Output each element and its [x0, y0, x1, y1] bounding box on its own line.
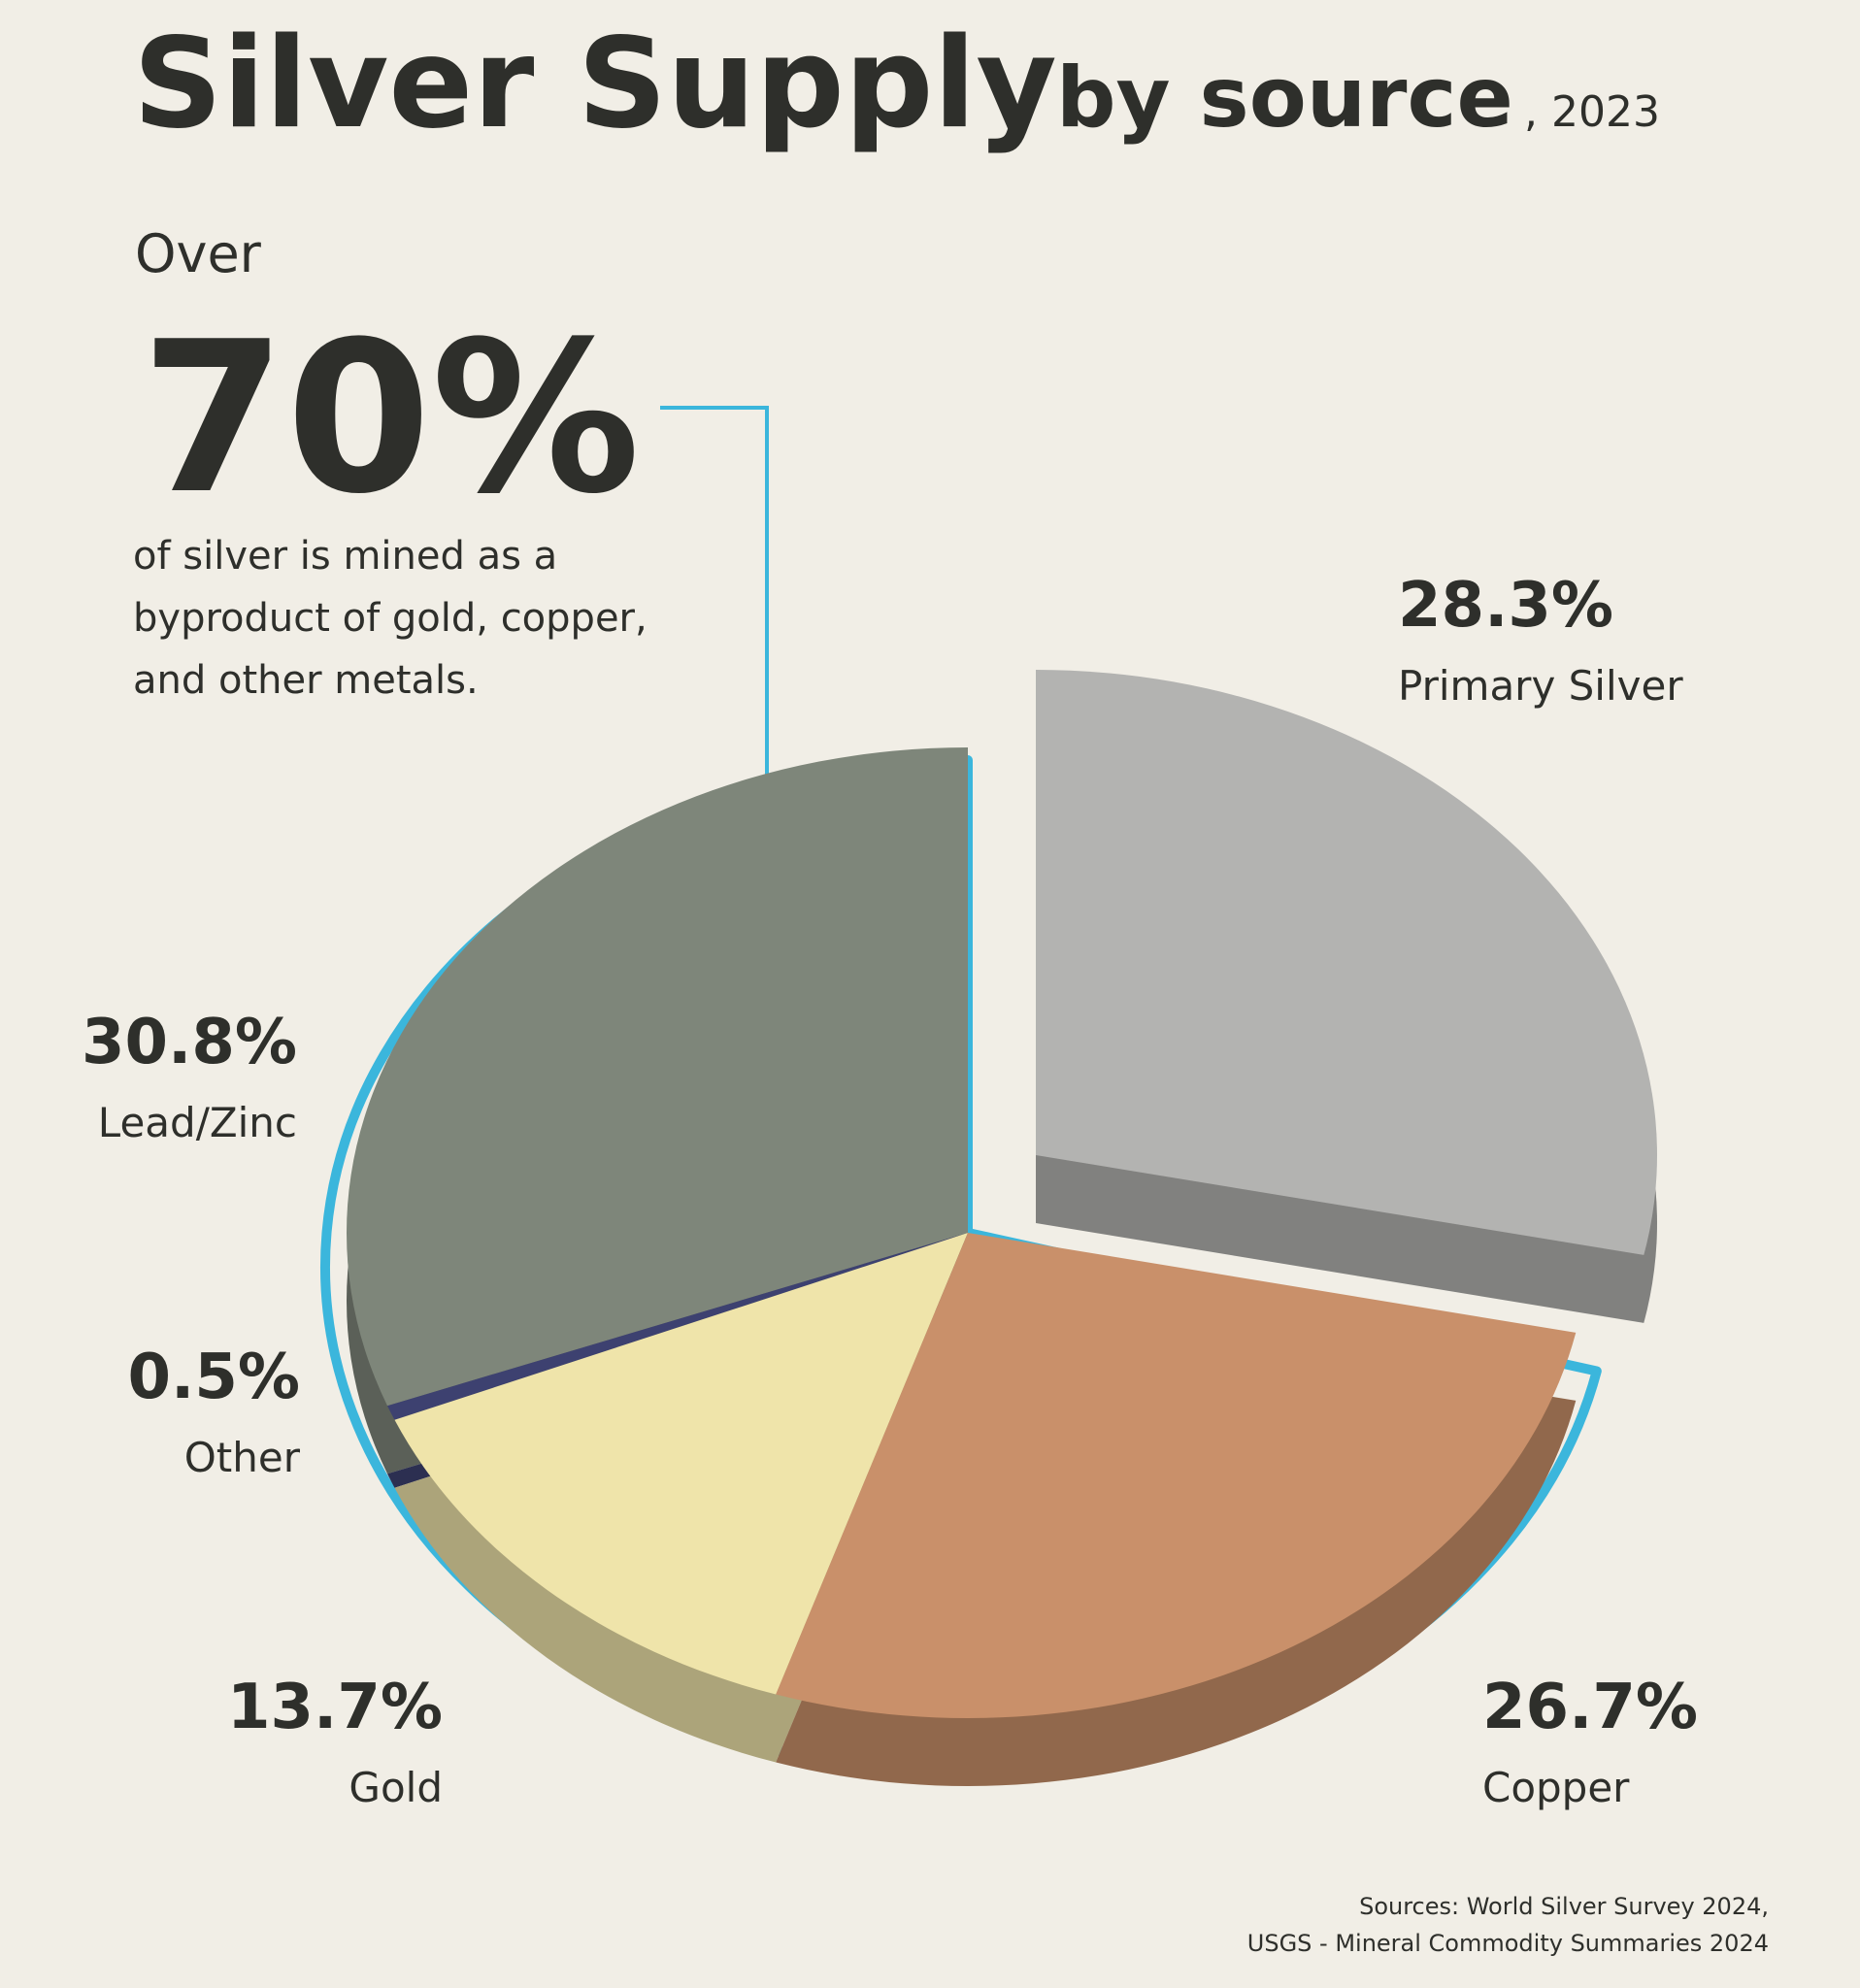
title: Silver Supply	[133, 12, 1057, 156]
category-label: Primary Silver	[1398, 662, 1683, 710]
slice	[387, 1233, 968, 1420]
annotation-line: byproduct of gold, copper,	[133, 596, 648, 641]
category-label: Copper	[1482, 1764, 1630, 1811]
source: USGS - Mineral Commodity Summaries 2024	[1247, 1930, 1769, 1957]
category-label: Lead/Zinc	[98, 1099, 297, 1146]
annotation-figure: 70%	[141, 296, 641, 540]
value-label: 13.7%	[227, 1672, 443, 1743]
year: , 2023	[1524, 87, 1660, 137]
category-label: Gold	[349, 1764, 443, 1811]
slice	[347, 747, 968, 1407]
annotation-line: of silver is mined as a	[133, 534, 557, 579]
annotation-line: and other metals.	[133, 658, 479, 703]
slice	[776, 1233, 1577, 1718]
slice	[1036, 670, 1657, 1255]
connector	[660, 406, 769, 777]
pie	[320, 670, 1657, 1786]
value-label: 30.8%	[82, 1007, 297, 1078]
slice	[394, 1233, 968, 1695]
value-label: 28.3%	[1398, 570, 1613, 642]
value-label: 0.5%	[128, 1342, 301, 1413]
annotation-lead: Over	[135, 223, 262, 284]
category-label: Other	[184, 1434, 301, 1481]
subtitle: by source	[1056, 50, 1513, 147]
value-label: 26.7%	[1482, 1672, 1698, 1743]
source: Sources: World Silver Survey 2024,	[1359, 1893, 1769, 1920]
